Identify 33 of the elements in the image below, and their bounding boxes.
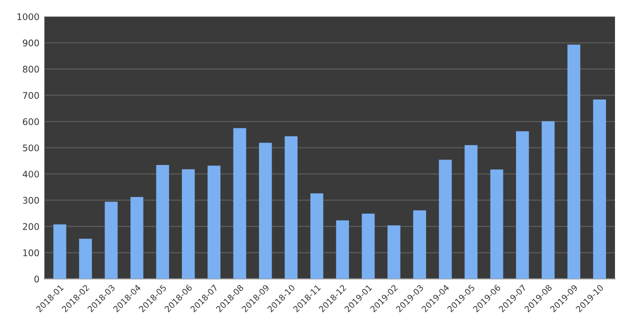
bar [516,131,529,279]
bar [259,142,272,279]
bar [182,169,195,279]
bar [388,225,400,279]
y-tick-label: 900 [22,40,39,46]
bar [593,99,606,279]
bar [413,210,426,279]
bar [284,136,298,279]
y-tick-label: 500 [22,144,39,152]
bar [310,193,324,279]
y-tick-label: 1000 [18,13,39,20]
y-tick-label: 0 [34,276,39,282]
y-tick-label: 100 [23,249,39,256]
bar [208,166,220,279]
bar [490,170,504,279]
bar [53,224,66,279]
bar [567,44,580,279]
bar [156,165,170,279]
bar [336,220,349,279]
y-tick-label: 300 [22,196,39,204]
bar [233,128,246,279]
y-tick-label: 200 [22,223,39,230]
y-tick-label: 700 [23,92,39,99]
bar [362,214,375,279]
bar [130,197,144,279]
bar [438,160,452,279]
y-tick-label: 600 [22,118,39,126]
y-tick-label: 800 [22,66,39,73]
bar [104,202,118,279]
y-tick-label: 400 [22,170,39,178]
bar [542,121,555,279]
bar [464,145,478,279]
bar [79,238,92,279]
